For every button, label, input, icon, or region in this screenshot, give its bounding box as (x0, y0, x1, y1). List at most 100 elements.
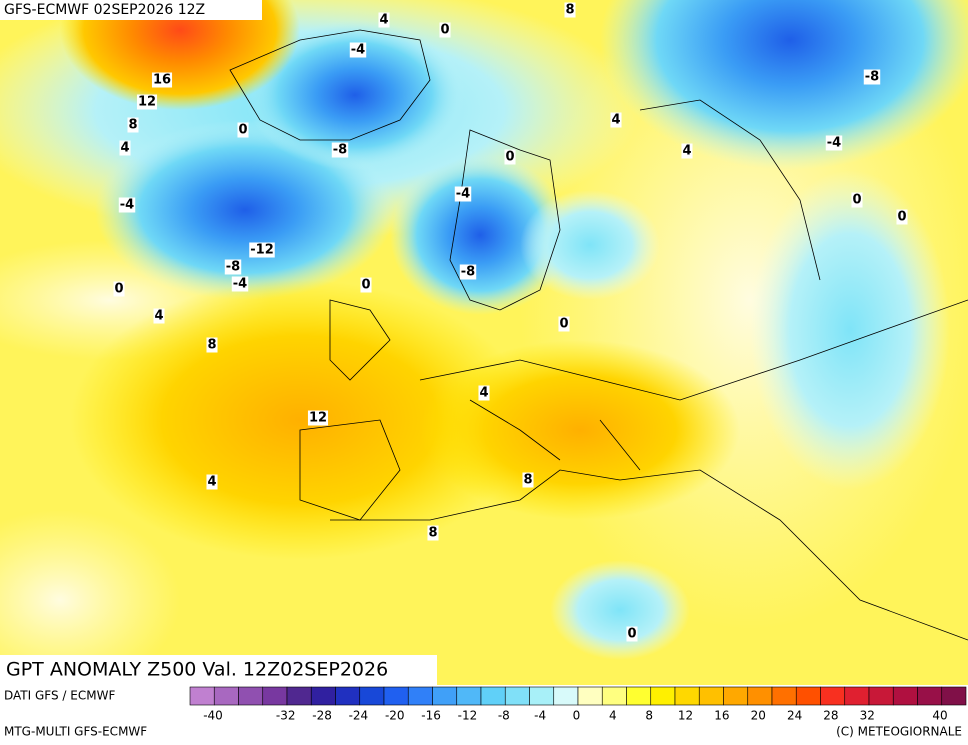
legend-swatch (820, 686, 846, 706)
credit-text: (C) METEOGIORNALE (836, 725, 962, 739)
contour-label: 0 (559, 317, 568, 332)
source-text: DATI GFS / ECMWF (4, 689, 115, 703)
contour-label-bg (896, 209, 908, 225)
legend-tick-label: 8 (645, 709, 653, 723)
contour-label-bg (439, 22, 451, 38)
contour-label-bg (113, 281, 125, 297)
contour-label-bg (231, 276, 249, 292)
legend-swatch (941, 686, 967, 706)
legend-swatch (529, 686, 555, 706)
contour-label-bg (851, 192, 863, 208)
contour-label: -4 (827, 136, 841, 151)
contour-label-bg (626, 626, 638, 642)
contour-label-bg (378, 12, 390, 28)
contour-label: -8 (226, 260, 240, 275)
legend-swatch (480, 686, 506, 706)
contour-label-bg (558, 316, 570, 332)
contour-label-bg (118, 197, 136, 213)
contour-label: 0 (627, 627, 636, 642)
contour-label: 4 (379, 13, 388, 28)
contour-label-bg (237, 122, 249, 138)
contour-label-bg (478, 385, 490, 401)
contour-label: -8 (333, 143, 347, 158)
contour-label: 12 (309, 411, 327, 426)
contour-label: 0 (897, 210, 906, 225)
legend-tick-label: 40 (932, 709, 947, 723)
contour-label: 4 (611, 113, 620, 128)
contour-label-bg (153, 308, 165, 324)
contour-label-bg (224, 259, 242, 275)
legend-swatch (577, 686, 603, 706)
legend-swatch (335, 686, 361, 706)
contour-label: 8 (207, 338, 216, 353)
contour-label: 0 (238, 123, 247, 138)
legend-tick-label: -4 (534, 709, 546, 723)
contour-label: 4 (682, 144, 691, 159)
contour-label-bg (564, 2, 576, 18)
contour-label: -8 (461, 265, 475, 280)
contour-label: -4 (120, 198, 134, 213)
contour-label-bg (331, 142, 349, 158)
contour-label-bg (681, 143, 693, 159)
contour-label: 8 (428, 526, 437, 541)
legend-swatch (286, 686, 312, 706)
legend-swatch (456, 686, 482, 706)
contour-label: 4 (479, 386, 488, 401)
contour-label: 12 (138, 95, 156, 110)
contour-label-bg (127, 117, 139, 133)
legend-swatch (601, 686, 627, 706)
legend-swatch (213, 686, 239, 706)
legend-tick-label: 4 (609, 709, 617, 723)
contour-label-bg (427, 525, 439, 541)
contour-label: 16 (153, 73, 171, 88)
contour-label-bg (307, 410, 329, 426)
contour-label-bg (360, 277, 372, 293)
legend-swatch (310, 686, 336, 706)
contour-label-bg (206, 337, 218, 353)
contour-label: -4 (456, 187, 470, 202)
legend-tick-label: -16 (421, 709, 441, 723)
contour-label: 0 (505, 150, 514, 165)
legend-swatch (917, 686, 943, 706)
contour-label-bg (136, 94, 158, 110)
legend-swatch (626, 686, 652, 706)
contour-label-bg (504, 149, 516, 165)
legend-swatch (723, 686, 749, 706)
legend-swatch (795, 686, 821, 706)
contour-label: 8 (565, 3, 574, 18)
contour-label: 0 (440, 23, 449, 38)
legend-tick-label: 20 (751, 709, 766, 723)
contour-label-bg (454, 186, 472, 202)
legend-tick-label: 12 (678, 709, 693, 723)
legend-swatch (262, 686, 288, 706)
color-legend: -40 -32 -28 -24 -20 -16 -12 -8 -4 0 4 8 12 16 20 24 28 32… (189, 686, 967, 723)
legend-swatch (747, 686, 773, 706)
contour-label: 0 (852, 193, 861, 208)
legend-swatch (238, 686, 264, 706)
contour-label-bg (249, 242, 275, 258)
legend-tick-label: -20 (385, 709, 405, 723)
legend-swatch (189, 686, 215, 706)
legend-tick-label: -24 (349, 709, 369, 723)
header-title: GFS-ECMWF 02SEP2026 12Z (4, 2, 205, 18)
contour-label-bg (459, 264, 477, 280)
legend-swatch (407, 686, 433, 706)
legend-tick-label: 0 (573, 709, 581, 723)
legend-swatch (868, 686, 894, 706)
contour-label-bg (349, 42, 367, 58)
contour-label-bg (863, 69, 881, 85)
contour-label-bg (151, 72, 173, 88)
map-title: GPT ANOMALY Z500 Val. 12Z02SEP2026 (6, 659, 388, 681)
contour-label: -12 (250, 243, 274, 258)
legend-swatch (504, 686, 530, 706)
legend-tick-label: -8 (498, 709, 510, 723)
contour-label: 4 (207, 475, 216, 490)
anomaly-field (0, 0, 968, 690)
contour-label-bg (522, 472, 534, 488)
contour-label: -4 (351, 43, 365, 58)
contour-label: 4 (120, 141, 129, 156)
legend-tick-label: 24 (787, 709, 802, 723)
contour-label-bg (610, 112, 622, 128)
